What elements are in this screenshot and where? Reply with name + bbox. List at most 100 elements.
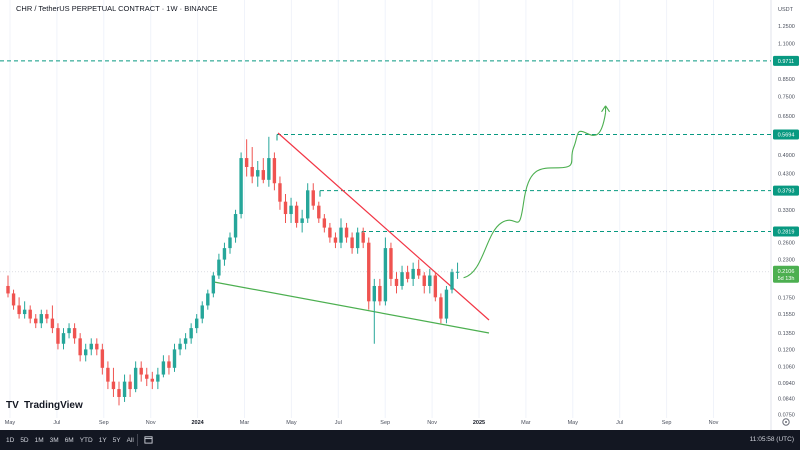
timeframe-button[interactable]: 5D — [20, 436, 29, 444]
x-tick-label: Jul — [53, 420, 60, 426]
y-tick-label: 0.1060 — [778, 365, 795, 371]
chart-grid — [9, 0, 714, 418]
projection-path — [463, 112, 607, 279]
candle-body — [283, 201, 288, 215]
x-tick-label: May — [286, 420, 297, 426]
candle-body — [89, 343, 93, 350]
candle-body — [411, 268, 415, 279]
candle-body — [300, 218, 304, 223]
level-price-label: 0.9711 — [778, 59, 794, 65]
y-tick-label: 0.1200 — [778, 347, 795, 353]
candle-body — [95, 343, 99, 350]
level-price-tag — [773, 55, 799, 66]
timeframe-button[interactable]: 1Y — [98, 436, 107, 444]
candle-body — [455, 271, 460, 273]
candle-body — [361, 232, 365, 243]
candle-body — [333, 237, 338, 243]
candle-body — [317, 205, 321, 219]
timeframe-button[interactable]: 3M — [49, 436, 59, 444]
candle-body — [178, 343, 182, 350]
candle-body — [106, 367, 110, 382]
x-tick-label: Nov — [427, 420, 437, 426]
x-tick-label: Nov — [146, 420, 156, 426]
calendar-icon[interactable] — [144, 435, 153, 444]
candle-body — [228, 237, 232, 249]
level-price-tag — [773, 226, 799, 237]
candle-body — [322, 218, 327, 228]
y-tick-label: 0.6500 — [778, 114, 795, 120]
level-price-tag — [773, 185, 799, 196]
candle-body — [189, 328, 193, 339]
candle-body — [350, 237, 354, 249]
candle-body — [400, 272, 404, 286]
y-tick-label: 0.8500 — [778, 77, 795, 83]
y-tick-label: 0.3300 — [778, 208, 795, 214]
support-trendline — [213, 281, 490, 334]
toolbar-separator — [137, 434, 138, 446]
y-tick-label: 0.1350 — [778, 331, 795, 337]
candle-body — [244, 158, 249, 167]
y-tick-label: 0.7500 — [778, 94, 795, 100]
candle-body — [206, 293, 210, 306]
candle-body — [45, 314, 49, 319]
settings-gear-icon[interactable] — [782, 418, 790, 426]
candle-body — [239, 158, 243, 215]
level-price-tag — [773, 129, 799, 140]
candle-body — [128, 381, 132, 390]
candle-body — [172, 349, 177, 368]
timeframe-button[interactable]: All — [126, 436, 134, 444]
price-axis[interactable]: 1.2500 1.1000 0.8500 0.7500 0.6500 0.4900 0.43… — [778, 24, 795, 418]
timeframe-button[interactable]: 6M — [64, 436, 74, 444]
x-tick-label: Mar — [521, 420, 531, 426]
candle-body — [183, 338, 188, 344]
bottom-toolbar: 1D 5D 1M 3M 6M YTD 1Y 5Y All 11:05:58 (UTC) — [0, 430, 800, 450]
y-tick-label: 0.0840 — [778, 397, 795, 403]
resistance-trendline — [277, 132, 490, 321]
candle-body — [428, 275, 432, 286]
candle-body — [156, 374, 160, 382]
bar-countdown-label: 5d 13h — [778, 276, 795, 282]
x-tick-label: Sep — [662, 420, 672, 426]
candle-body — [17, 305, 21, 315]
candle-body — [217, 259, 221, 276]
candle-body — [34, 318, 38, 324]
candle-body — [133, 367, 138, 390]
candle-body — [122, 381, 127, 397]
utc-clock[interactable]: 11:05:58 (UTC) — [749, 436, 794, 443]
candle-body — [278, 183, 282, 202]
candle-body — [139, 367, 143, 375]
candle-body — [339, 227, 343, 243]
projection-arrowhead — [601, 105, 611, 113]
candles — [6, 136, 460, 406]
x-tick-label: Nov — [709, 420, 719, 426]
candle-body — [50, 318, 55, 329]
candle-body — [378, 285, 382, 302]
timeframe-button[interactable]: 1D — [6, 436, 15, 444]
candle-body — [100, 349, 105, 368]
timeframe-buttons: 1D 5D 1M 3M 6M YTD 1Y 5Y All — [6, 430, 134, 450]
y-tick-label: 0.2300 — [778, 258, 795, 264]
candle-body — [145, 374, 149, 379]
tv-logo-icon: TV — [6, 400, 19, 411]
candle-body — [72, 328, 77, 339]
candle-body — [250, 166, 254, 177]
timeframe-button[interactable]: 1M — [34, 436, 44, 444]
candle-body — [256, 170, 260, 177]
x-tick-label: Sep — [99, 420, 109, 426]
candle-body — [450, 272, 454, 290]
candle-body — [84, 349, 88, 356]
candle-body — [261, 170, 265, 180]
candle-body — [111, 381, 116, 390]
x-tick-label: 2025 — [473, 420, 485, 426]
timeframe-button[interactable]: YTD — [79, 436, 93, 444]
trendlines — [213, 105, 611, 334]
price-chart[interactable]: CHR / TetherUS PERPETUAL CONTRACT · 1W ·… — [0, 0, 800, 430]
currency-label[interactable]: USDT — [778, 7, 794, 13]
time-axis[interactable]: May Jul Sep Nov 2024 Mar May Jul Sep Nov 2025 Mar Ma… — [5, 420, 719, 426]
timeframe-button[interactable]: 5Y — [112, 436, 121, 444]
candle-body — [422, 275, 426, 286]
tradingview-logo[interactable]: TV TradingView — [6, 400, 83, 411]
candle-body — [267, 158, 271, 180]
candle-body — [417, 268, 421, 276]
